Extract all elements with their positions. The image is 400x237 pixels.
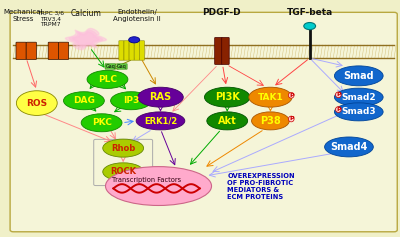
Ellipse shape	[81, 114, 122, 132]
Ellipse shape	[304, 23, 316, 30]
Text: PLC: PLC	[98, 75, 117, 84]
Text: Rhob: Rhob	[111, 144, 135, 153]
Text: P38: P38	[260, 116, 281, 126]
Ellipse shape	[106, 167, 212, 205]
Text: Gaq: Gaq	[117, 64, 127, 69]
Ellipse shape	[334, 103, 383, 121]
Text: Smad3: Smad3	[342, 107, 376, 116]
Text: ERK1/2: ERK1/2	[144, 116, 177, 125]
Text: Mechanical
Stress: Mechanical Stress	[3, 9, 43, 23]
Polygon shape	[69, 30, 103, 48]
Ellipse shape	[249, 87, 292, 107]
Text: ROS: ROS	[26, 99, 47, 108]
FancyBboxPatch shape	[129, 41, 134, 60]
Ellipse shape	[334, 88, 383, 106]
Text: PDGF-D: PDGF-D	[202, 8, 241, 17]
Text: TAK1: TAK1	[258, 93, 283, 102]
Ellipse shape	[334, 66, 383, 86]
FancyBboxPatch shape	[222, 37, 229, 64]
Ellipse shape	[138, 87, 183, 107]
Text: Calcium: Calcium	[70, 9, 101, 18]
Ellipse shape	[129, 37, 140, 43]
Text: Smad4: Smad4	[330, 142, 368, 152]
FancyBboxPatch shape	[58, 42, 69, 59]
Ellipse shape	[207, 112, 248, 130]
Ellipse shape	[252, 112, 289, 130]
Ellipse shape	[103, 139, 144, 157]
Text: OVEREXPRESSION
OF PRO-FIBROTIC
MEDIATORS &
ECM PROTEINS: OVEREXPRESSION OF PRO-FIBROTIC MEDIATORS…	[227, 173, 295, 200]
Text: TGF-beta: TGF-beta	[286, 8, 333, 17]
FancyBboxPatch shape	[26, 42, 36, 59]
FancyBboxPatch shape	[119, 41, 124, 60]
Text: Gaq: Gaq	[105, 64, 115, 69]
Text: IP3: IP3	[123, 96, 139, 105]
Text: ROCK: ROCK	[110, 167, 136, 176]
Ellipse shape	[325, 137, 373, 157]
Ellipse shape	[103, 163, 144, 181]
FancyBboxPatch shape	[139, 41, 144, 60]
Ellipse shape	[111, 92, 152, 110]
Ellipse shape	[64, 92, 104, 110]
Text: P: P	[289, 116, 294, 122]
Text: TRPC 3/6
TRV3,4
TRPM7: TRPC 3/6 TRV3,4 TRPM7	[37, 11, 64, 27]
FancyBboxPatch shape	[16, 42, 26, 59]
Text: PKC: PKC	[92, 118, 112, 127]
FancyBboxPatch shape	[215, 37, 222, 64]
Text: P: P	[289, 93, 294, 98]
Text: RAS: RAS	[150, 92, 172, 102]
FancyBboxPatch shape	[48, 42, 58, 59]
FancyBboxPatch shape	[10, 12, 397, 232]
Text: Akt: Akt	[218, 116, 237, 126]
Text: PI3K: PI3K	[215, 92, 240, 102]
Ellipse shape	[204, 87, 250, 107]
Ellipse shape	[87, 70, 128, 88]
FancyBboxPatch shape	[134, 41, 139, 60]
Text: Smad: Smad	[344, 71, 374, 81]
Text: Smad2: Smad2	[342, 93, 376, 102]
Text: Endothelin/
Angiotensin II: Endothelin/ Angiotensin II	[113, 9, 161, 23]
Text: P: P	[336, 107, 341, 112]
Text: Transcription Factors: Transcription Factors	[112, 177, 181, 183]
Polygon shape	[66, 28, 106, 50]
Text: DAG: DAG	[73, 96, 95, 105]
Ellipse shape	[16, 91, 57, 115]
Polygon shape	[72, 32, 99, 46]
FancyBboxPatch shape	[124, 41, 129, 60]
Ellipse shape	[136, 112, 185, 130]
Text: P: P	[336, 92, 341, 97]
